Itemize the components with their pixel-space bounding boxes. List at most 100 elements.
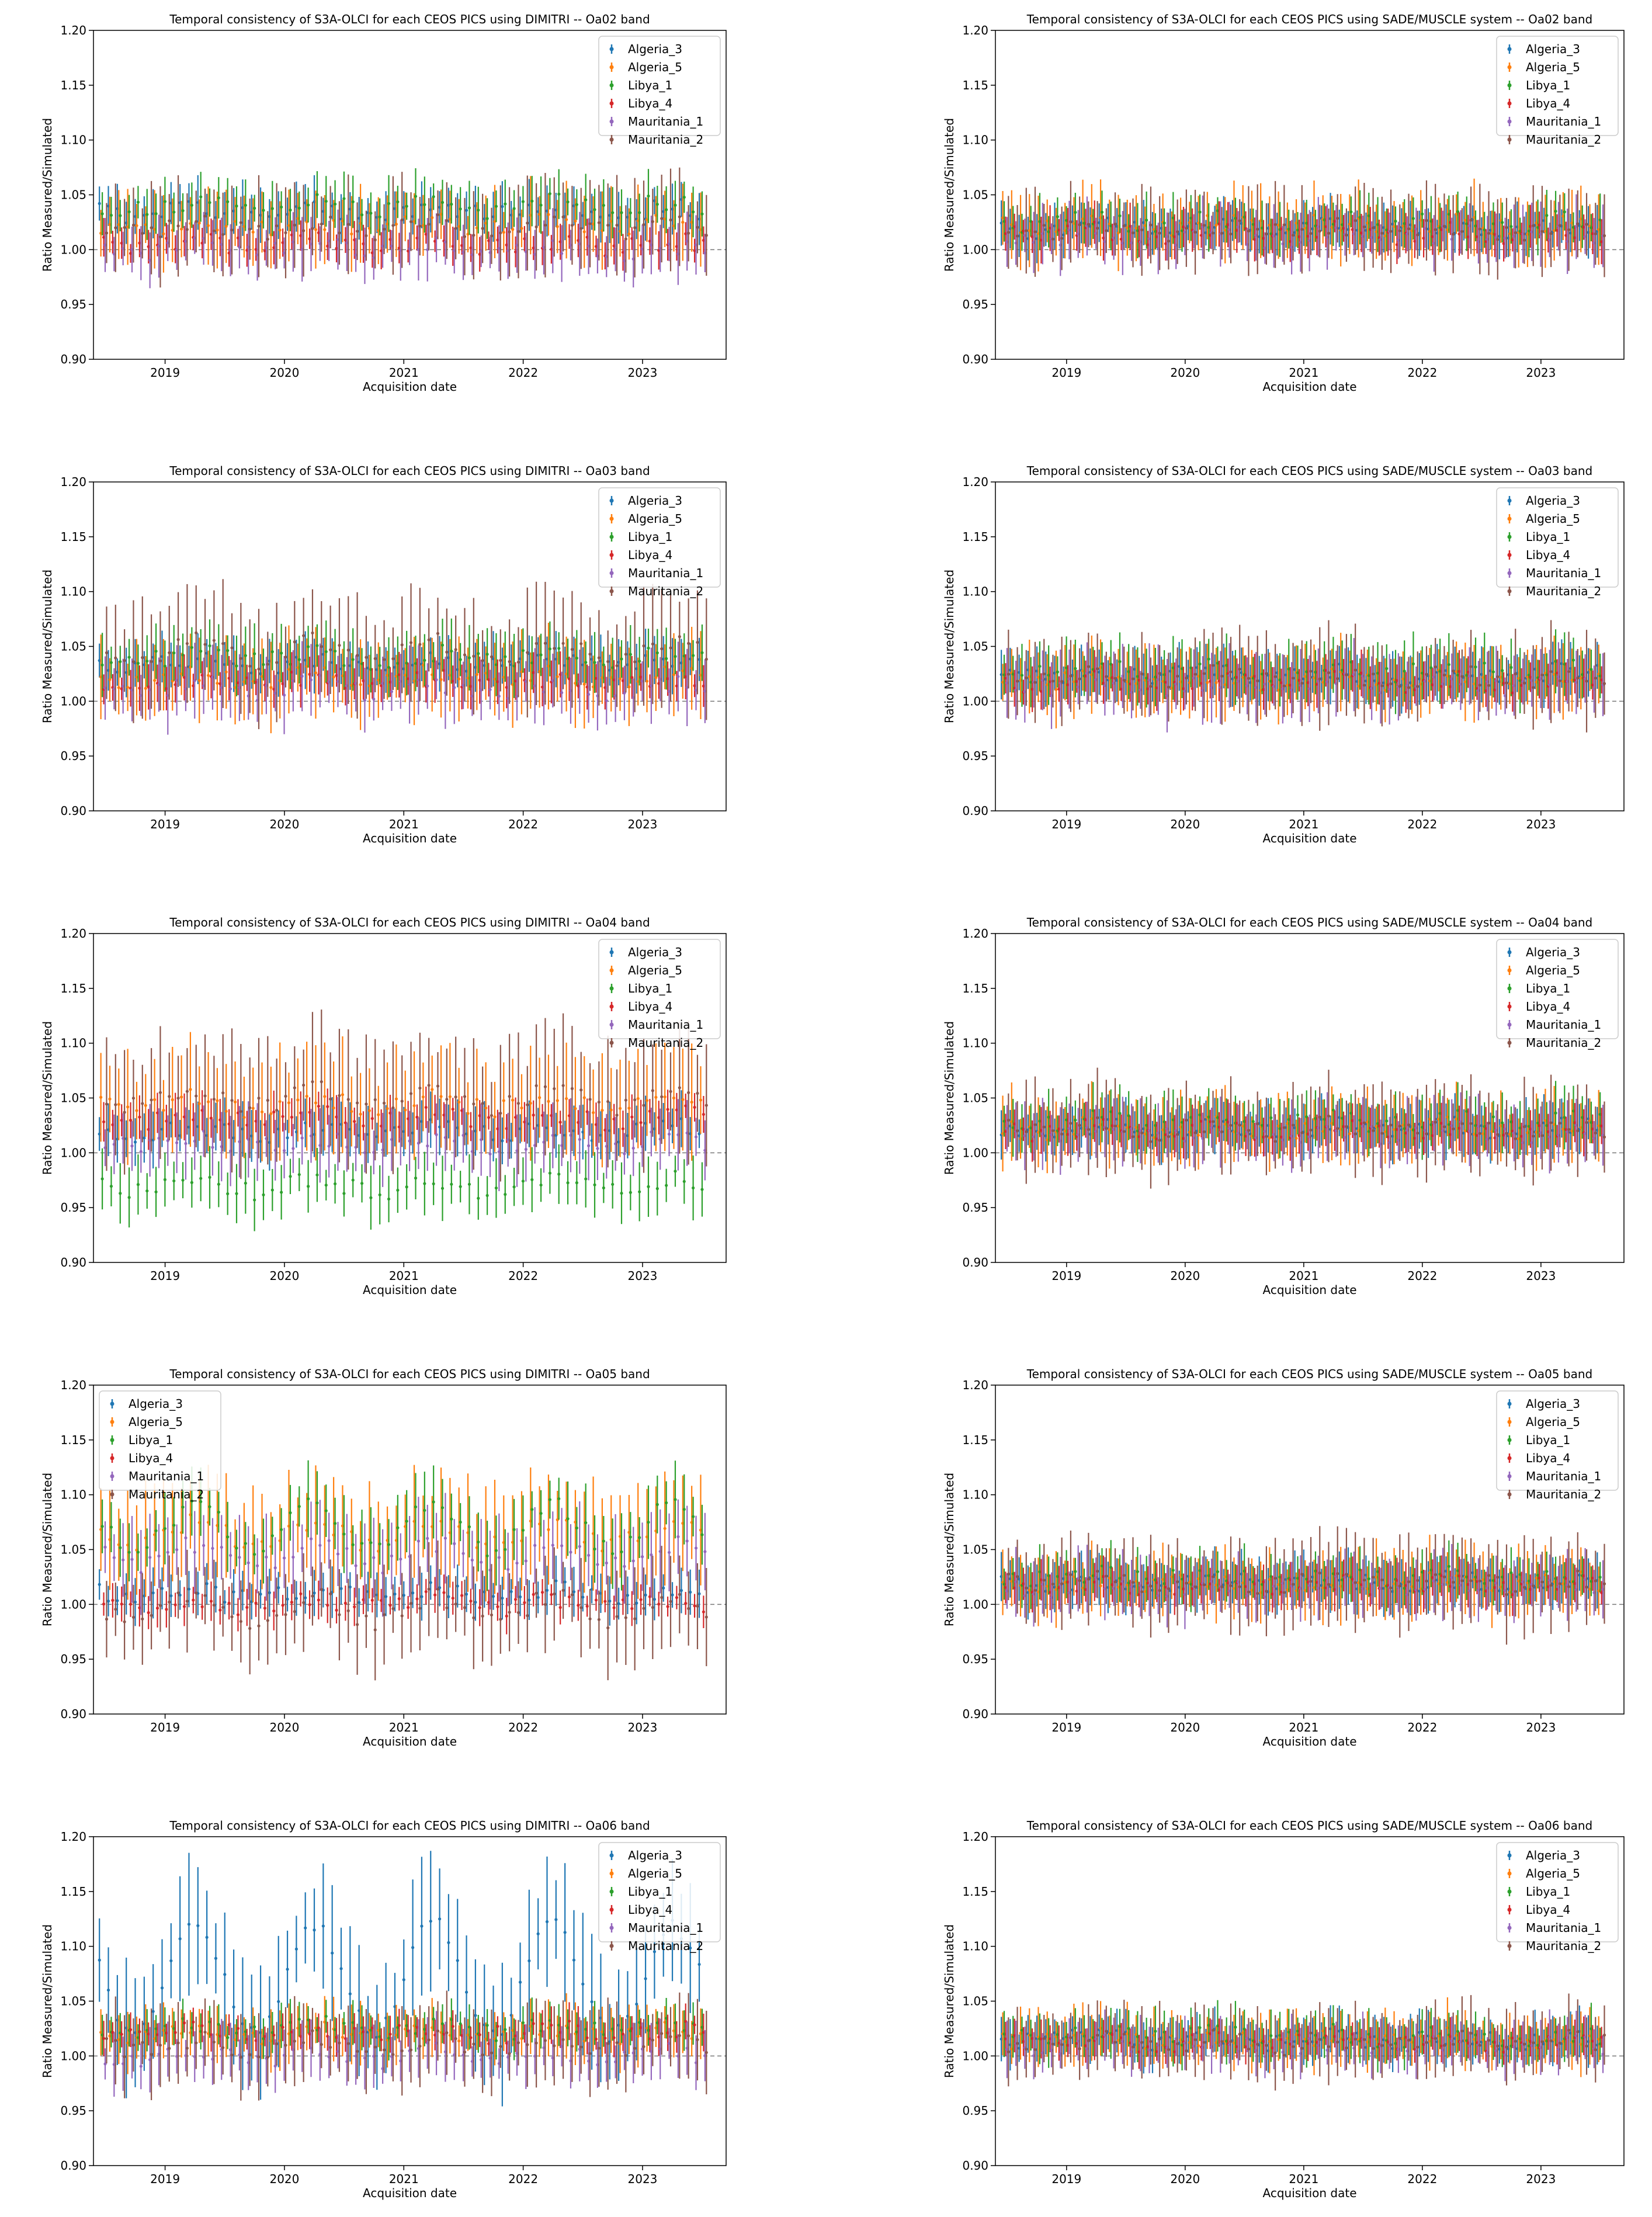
data-point-libya_4 (702, 1112, 705, 1116)
data-point-algeria_5 (1303, 227, 1307, 230)
x-axis-label: Acquisition date (1263, 831, 1357, 845)
data-point-libya_1 (1509, 225, 1513, 228)
data-point-algeria_5 (412, 1104, 416, 1108)
data-point-mauritania_2 (1007, 672, 1010, 676)
data-point-libya_1 (136, 200, 140, 204)
data-point-algeria_3 (1088, 224, 1092, 228)
data-point-algeria_3 (697, 217, 701, 221)
data-point-mauritania_2 (1149, 685, 1153, 688)
data-point-mauritania_2 (463, 235, 467, 238)
data-point-mauritania_1 (1121, 241, 1125, 245)
data-point-libya_4 (245, 248, 249, 252)
data-point-libya_1 (1154, 230, 1157, 233)
data-point-mauritania_1 (1058, 243, 1062, 247)
data-point-mauritania_1 (560, 691, 564, 695)
legend-marker-dot (1507, 516, 1512, 521)
data-point-libya_4 (1235, 228, 1238, 232)
data-point-libya_4 (1422, 237, 1425, 240)
data-point-mauritania_2 (1105, 229, 1108, 233)
data-point-libya_1 (378, 215, 381, 218)
data-point-libya_1 (1234, 217, 1237, 220)
data-point-libya_4 (1449, 221, 1452, 224)
data-point-algeria_3 (599, 659, 603, 663)
data-point-algeria_5 (314, 1101, 318, 1105)
data-point-libya_1 (432, 1182, 435, 1186)
data-point-mauritania_2 (400, 1099, 404, 1103)
data-point-libya_1 (1287, 227, 1290, 231)
data-point-mauritania_2 (579, 227, 583, 230)
data-point-algeria_3 (1498, 234, 1501, 238)
data-point-libya_1 (119, 214, 122, 217)
data-point-mauritania_2 (346, 648, 350, 652)
data-point-algeria_5 (99, 675, 103, 679)
data-point-algeria_5 (1143, 224, 1147, 227)
data-point-algeria_3 (1462, 221, 1466, 225)
data-point-libya_1 (297, 658, 301, 661)
data-point-libya_4 (272, 1110, 276, 1114)
data-point-algeria_5 (1490, 232, 1494, 235)
data-point-libya_1 (1456, 210, 1460, 213)
data-point-libya_1 (1065, 218, 1068, 222)
data-point-mauritania_2 (195, 631, 198, 634)
chart-title: Temporal consistency of S3A-OLCI for eac… (169, 915, 650, 929)
data-point-mauritania_1 (1299, 241, 1302, 244)
data-point-mauritania_2 (1122, 224, 1126, 228)
data-point-algeria_5 (502, 675, 505, 679)
data-point-algeria_5 (457, 1100, 461, 1104)
data-point-algeria_5 (278, 679, 282, 682)
data-point-libya_1 (477, 652, 480, 655)
data-point-mauritania_2 (185, 641, 189, 646)
data-point-mauritania_1 (175, 248, 179, 252)
data-point-mauritania_2 (131, 223, 136, 227)
data-point-mauritania_1 (1281, 242, 1285, 246)
data-point-algeria_3 (438, 662, 442, 665)
legend-label: Mauritania_1 (628, 566, 703, 580)
data-point-algeria_3 (151, 212, 155, 216)
data-point-mauritania_2 (651, 1089, 654, 1092)
data-point-mauritania_1 (112, 252, 116, 256)
data-point-libya_1 (530, 199, 534, 203)
data-point-libya_4 (1457, 232, 1461, 236)
data-point-algeria_3 (1008, 227, 1012, 231)
data-point-mauritania_1 (372, 256, 376, 259)
data-point-algeria_5 (404, 1108, 407, 1112)
data-point-mauritania_1 (1432, 241, 1436, 245)
data-point-algeria_3 (277, 213, 280, 217)
data-point-libya_4 (353, 238, 356, 242)
data-point-mauritania_2 (1407, 686, 1411, 689)
data-point-mauritania_2 (1095, 667, 1099, 671)
y-tick-label: 1.20 (60, 927, 86, 941)
data-point-mauritania_2 (1300, 228, 1304, 231)
data-point-mauritania_2 (1238, 667, 1241, 671)
data-point-mauritania_2 (553, 647, 556, 650)
data-point-algeria_3 (1427, 227, 1430, 231)
data-point-libya_1 (539, 1183, 543, 1187)
data-point-mauritania_1 (157, 244, 161, 248)
data-point-libya_1 (1527, 229, 1530, 233)
x-tick-label: 2019 (1051, 1269, 1081, 1283)
data-point-libya_4 (424, 233, 428, 236)
data-point-libya_1 (270, 650, 274, 654)
data-point-mauritania_2 (150, 1098, 153, 1102)
data-point-libya_1 (647, 194, 650, 198)
data-point-algeria_3 (536, 210, 540, 213)
data-point-algeria_5 (1535, 221, 1538, 225)
data-point-libya_4 (1057, 228, 1061, 232)
data-point-libya_4 (1502, 242, 1505, 245)
data-point-mauritania_2 (212, 229, 216, 233)
data-point-mauritania_2 (669, 1090, 672, 1093)
data-point-algeria_5 (466, 233, 470, 236)
data-point-algeria_3 (689, 657, 692, 661)
x-tick-label: 2020 (1170, 817, 1200, 831)
data-point-mauritania_2 (338, 231, 341, 235)
data-point-libya_4 (1048, 226, 1052, 230)
y-tick-label: 1.00 (962, 1146, 988, 1160)
data-point-mauritania_2 (1496, 675, 1500, 679)
data-point-mauritania_1 (1539, 233, 1543, 236)
data-point-libya_1 (199, 195, 203, 199)
data-point-algeria_3 (116, 670, 119, 674)
data-point-mauritania_2 (472, 1102, 476, 1106)
data-point-mauritania_2 (543, 223, 547, 227)
data-point-mauritania_1 (1414, 227, 1418, 231)
data-point-algeria_3 (169, 202, 173, 205)
